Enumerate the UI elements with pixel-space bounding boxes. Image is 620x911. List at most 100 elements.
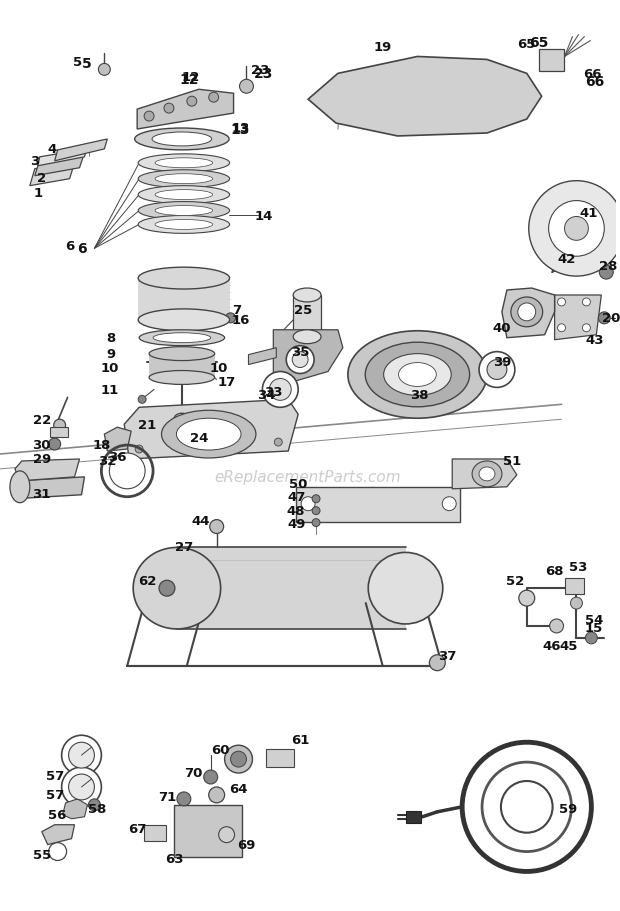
Text: 37: 37 <box>438 650 456 662</box>
Ellipse shape <box>293 331 321 344</box>
Ellipse shape <box>155 159 213 169</box>
Polygon shape <box>38 149 86 167</box>
Circle shape <box>549 619 564 633</box>
Text: 12: 12 <box>182 71 200 84</box>
Circle shape <box>600 266 613 280</box>
Circle shape <box>286 346 314 374</box>
Circle shape <box>187 97 197 107</box>
Polygon shape <box>30 164 74 187</box>
Ellipse shape <box>293 289 321 302</box>
Polygon shape <box>35 154 84 177</box>
Circle shape <box>138 396 146 404</box>
Text: 68: 68 <box>546 564 564 578</box>
Text: 57: 57 <box>45 769 64 782</box>
Bar <box>405 811 422 823</box>
Text: 61: 61 <box>291 733 309 746</box>
Text: 66: 66 <box>585 76 604 89</box>
Polygon shape <box>42 824 74 844</box>
Ellipse shape <box>139 331 224 346</box>
Text: 69: 69 <box>237 838 255 851</box>
Text: 39: 39 <box>493 355 511 369</box>
Text: 9: 9 <box>107 348 116 361</box>
Text: 23: 23 <box>254 67 273 81</box>
Text: 57: 57 <box>45 789 64 802</box>
Text: 13: 13 <box>231 121 250 134</box>
Circle shape <box>209 93 219 103</box>
Circle shape <box>557 299 565 307</box>
Text: 8: 8 <box>107 332 116 345</box>
Ellipse shape <box>149 347 215 361</box>
Circle shape <box>269 379 291 401</box>
Ellipse shape <box>138 268 229 290</box>
Ellipse shape <box>155 220 213 230</box>
Bar <box>267 750 294 767</box>
Circle shape <box>49 843 66 861</box>
Bar <box>296 487 460 522</box>
Text: 32: 32 <box>98 455 117 468</box>
Ellipse shape <box>177 419 241 451</box>
Circle shape <box>109 454 145 489</box>
Ellipse shape <box>138 216 229 234</box>
Text: 7: 7 <box>232 304 241 317</box>
Bar <box>144 824 166 841</box>
Circle shape <box>219 827 234 843</box>
Text: 63: 63 <box>165 852 183 865</box>
Circle shape <box>312 519 320 527</box>
Text: 42: 42 <box>557 252 576 265</box>
Ellipse shape <box>133 548 221 630</box>
Text: 49: 49 <box>287 517 306 530</box>
Ellipse shape <box>511 298 542 327</box>
Circle shape <box>144 112 154 122</box>
Circle shape <box>292 353 308 368</box>
Text: 28: 28 <box>599 260 618 272</box>
Text: 65: 65 <box>518 38 536 51</box>
Bar <box>565 578 585 595</box>
Bar <box>293 296 321 337</box>
Ellipse shape <box>135 128 229 150</box>
Ellipse shape <box>161 411 256 458</box>
Text: 70: 70 <box>185 766 203 779</box>
Ellipse shape <box>399 363 436 387</box>
Text: 60: 60 <box>211 742 230 756</box>
Polygon shape <box>137 90 234 130</box>
Text: 34: 34 <box>257 388 276 402</box>
Text: 6: 6 <box>65 240 74 252</box>
Text: 20: 20 <box>602 312 620 325</box>
Text: 53: 53 <box>569 560 588 573</box>
Ellipse shape <box>10 471 30 503</box>
Circle shape <box>312 496 320 503</box>
Circle shape <box>173 423 191 441</box>
Circle shape <box>54 420 66 432</box>
Text: 36: 36 <box>108 451 126 464</box>
Circle shape <box>226 313 236 323</box>
Text: 30: 30 <box>32 438 51 451</box>
Ellipse shape <box>153 333 211 343</box>
Circle shape <box>274 438 282 446</box>
Text: 31: 31 <box>33 487 51 501</box>
Text: eReplacementParts.com: eReplacementParts.com <box>215 470 401 485</box>
Circle shape <box>239 80 254 94</box>
Text: 56: 56 <box>48 808 67 822</box>
Circle shape <box>482 763 572 852</box>
Text: 54: 54 <box>585 614 603 627</box>
Text: 1: 1 <box>33 187 42 200</box>
Text: 3: 3 <box>30 155 40 169</box>
Ellipse shape <box>138 187 229 204</box>
Circle shape <box>49 438 61 451</box>
Text: 51: 51 <box>503 455 521 468</box>
Ellipse shape <box>155 175 213 184</box>
Circle shape <box>262 372 298 408</box>
Circle shape <box>159 580 175 597</box>
Ellipse shape <box>348 332 487 419</box>
Text: 5: 5 <box>73 56 82 69</box>
Ellipse shape <box>149 371 215 385</box>
Text: 17: 17 <box>218 375 236 388</box>
Ellipse shape <box>138 310 229 332</box>
Polygon shape <box>555 296 601 341</box>
Text: 58: 58 <box>88 803 107 815</box>
Ellipse shape <box>138 202 229 220</box>
Text: 4: 4 <box>47 143 56 156</box>
Text: 2: 2 <box>37 172 46 185</box>
Ellipse shape <box>368 553 443 624</box>
Circle shape <box>69 774 94 800</box>
